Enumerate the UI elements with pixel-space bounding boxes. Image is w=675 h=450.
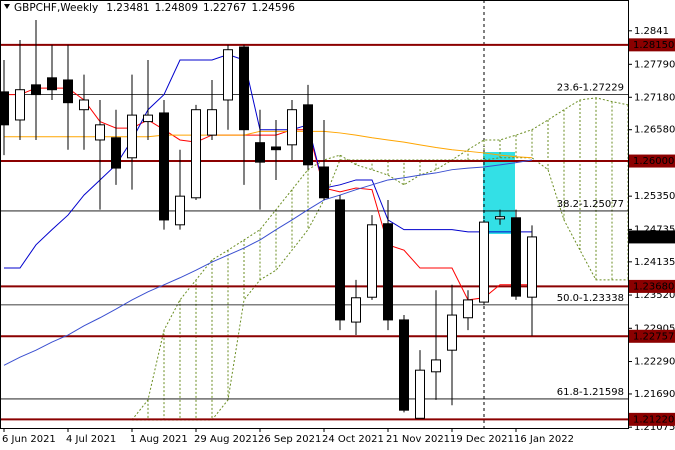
ohlc-close: 1.24596: [251, 2, 295, 14]
fib-label: 23.6-1.27229: [557, 83, 624, 94]
candle-body: [111, 137, 121, 169]
indicator-line: [4, 87, 532, 301]
candle-body: [463, 299, 473, 319]
candle-body: [367, 224, 377, 298]
candle-body: [95, 124, 105, 141]
highlight-zone: [483, 152, 515, 234]
indicator-line: [4, 54, 532, 269]
candle-body: [351, 297, 361, 323]
x-tick-label: 6 Jun 2021: [2, 434, 56, 445]
candle-body: [415, 369, 425, 419]
y-tick-label: 1.21075: [634, 422, 675, 433]
y-tick-label: 1.22290: [634, 357, 675, 368]
y-tick-label: 1.21690: [634, 389, 675, 400]
candle-body: [287, 109, 297, 146]
candle-body: [47, 77, 57, 91]
y-tick-label: 1.2841: [634, 26, 669, 37]
cloud-span-b: [132, 157, 628, 421]
candle-body: [255, 142, 265, 163]
x-tick-label: 1 Aug 2021: [130, 434, 188, 445]
y-tick-label: 1.26580: [634, 125, 675, 136]
ohlc-high: 1.24809: [155, 2, 198, 14]
fib-label: 50.0-1.23338: [557, 293, 624, 304]
x-tick-label: 24 Oct 2021: [322, 434, 384, 445]
cloud-span-a: [131, 97, 629, 421]
indicator-line: [3, 159, 533, 366]
x-tick-label: 4 Jul 2021: [66, 434, 116, 445]
level-label: 1.28150: [633, 40, 674, 51]
x-tick-label: 16 Jan 2022: [514, 434, 574, 445]
y-tick-label: 1.23520: [634, 290, 675, 301]
level-label: 1.21220: [633, 414, 674, 425]
ohlc-open: 1.23481: [106, 2, 149, 14]
candle-body: [223, 49, 233, 101]
candle-body: [191, 109, 201, 199]
level-label: 1.26000: [633, 156, 674, 167]
candle-body: [175, 195, 185, 226]
y-tick-label: 1.27180: [634, 92, 675, 103]
candle-body: [527, 236, 537, 298]
y-tick-label: 1.22905: [634, 323, 675, 334]
level-box: [629, 38, 675, 52]
level-box: [629, 412, 675, 426]
x-tick-label: 19 Dec 2021: [450, 434, 514, 445]
price-label: 1.24596: [633, 232, 674, 243]
level-label: 1.23680: [633, 281, 674, 292]
x-tick-label: 26 Sep 2021: [258, 434, 321, 445]
candle-body: [447, 314, 457, 351]
level-label: 1.22757: [633, 331, 674, 342]
level-box: [629, 329, 675, 343]
candle-body: [31, 84, 41, 96]
fib-label: 61.8-1.21598: [557, 387, 624, 398]
x-tick-label: 21 Nov 2021: [386, 434, 450, 445]
level-box: [629, 154, 675, 168]
price-box: [629, 230, 675, 244]
candle-body: [15, 89, 25, 121]
candle-body: [159, 112, 169, 221]
y-tick-label: 1.24135: [634, 257, 675, 268]
candle-body: [271, 146, 281, 151]
candle-body: [511, 217, 521, 297]
indicator-line: [4, 130, 533, 159]
candle-body: [383, 223, 393, 321]
candle-body: [63, 79, 73, 104]
candle-body: [239, 46, 249, 131]
y-tick-label: 1.24735: [634, 224, 675, 235]
ohlc-low: 1.22767: [203, 2, 246, 14]
fib-label: 38.2-1.25077: [557, 199, 624, 210]
y-tick-label: 1.25350: [634, 191, 675, 202]
candle-body: [207, 109, 217, 136]
candle-body: [143, 114, 153, 123]
candle-body: [0, 91, 9, 126]
x-tick-label: 29 Aug 2021: [194, 434, 258, 445]
candle-body: [399, 319, 409, 411]
symbol: GBPCHF,Weekly: [14, 2, 98, 14]
candle-body: [495, 216, 505, 220]
plot-frame: [0, 0, 629, 429]
header-icon: [4, 4, 10, 9]
candle-body: [127, 114, 137, 159]
candle-body: [479, 221, 489, 303]
chart-header: GBPCHF,Weekly 1.23481 1.24809 1.22767 1.2459…: [14, 2, 295, 14]
level-box: [629, 279, 675, 293]
candle-body: [431, 359, 441, 373]
candle-body: [79, 99, 89, 111]
candle-body: [335, 199, 345, 321]
candle-body: [319, 166, 329, 199]
y-tick-label: 1.27790: [634, 59, 675, 70]
candle-body: [303, 104, 313, 166]
